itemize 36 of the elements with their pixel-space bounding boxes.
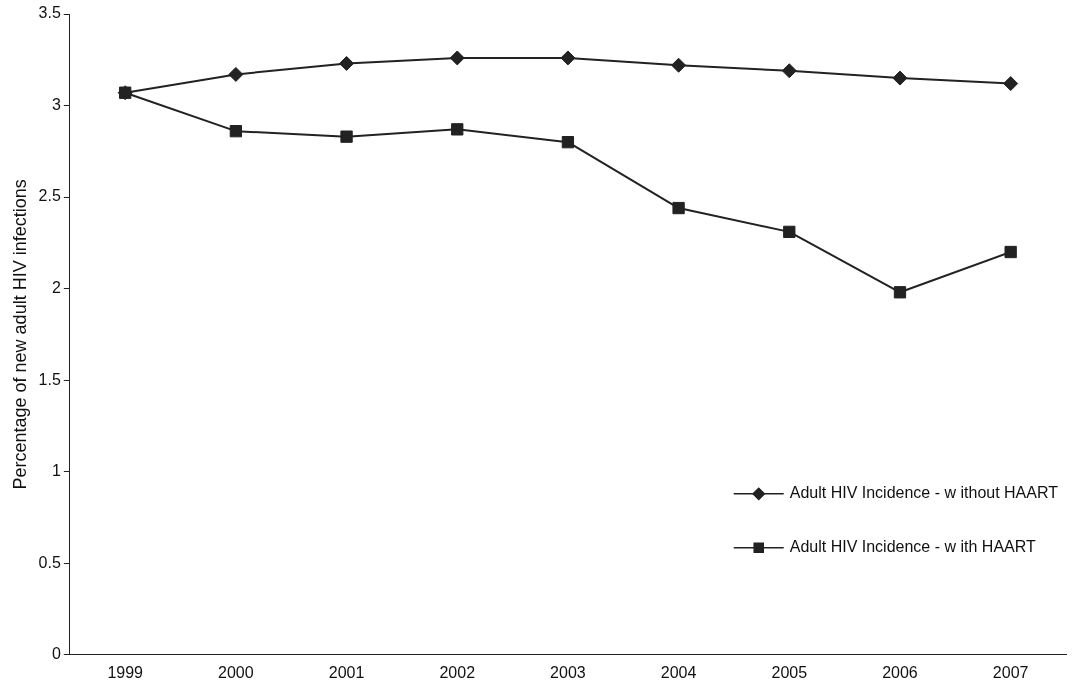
point [1004, 245, 1017, 259]
legend-label: Adult HIV Incidence - w ith HAART [789, 538, 1036, 556]
point [671, 57, 687, 73]
point [340, 130, 353, 143]
y-tick-label: 3.5 [38, 4, 61, 22]
point [672, 201, 685, 215]
x-tick-label: 2006 [882, 663, 918, 681]
point [561, 136, 575, 149]
y-tick-label: 1 [51, 462, 61, 480]
x-tick-label: 2000 [218, 663, 254, 681]
point [893, 286, 907, 299]
y-tick-label: 3 [51, 95, 61, 113]
point [339, 55, 355, 71]
y-tick-label: 0 [51, 645, 61, 663]
x-tick-label: 2005 [771, 663, 808, 681]
point [892, 70, 908, 86]
point [449, 50, 465, 66]
x-tick-label: 2004 [660, 663, 697, 681]
x-tick-label: 1999 [107, 663, 144, 681]
point [781, 63, 797, 79]
y-axis-title: Percentage of new adult HIV infections [9, 179, 30, 490]
point [1003, 76, 1019, 92]
point [228, 66, 244, 82]
point [560, 50, 576, 66]
y-tick-label: 2 [51, 279, 61, 297]
y-tick-label: 2.5 [38, 187, 61, 205]
x-tick-label: 2003 [550, 663, 586, 681]
x-tick-label: 2007 [992, 663, 1029, 681]
x-tick-label: 2002 [439, 663, 476, 681]
legend-label: Adult HIV Incidence - w ithout HAART [789, 484, 1059, 502]
point [229, 125, 243, 138]
y-tick-label: 1.5 [38, 370, 61, 388]
x-tick-label: 2001 [328, 663, 365, 681]
point [783, 225, 796, 239]
y-tick-label: 0.5 [38, 553, 61, 571]
point [451, 123, 464, 136]
